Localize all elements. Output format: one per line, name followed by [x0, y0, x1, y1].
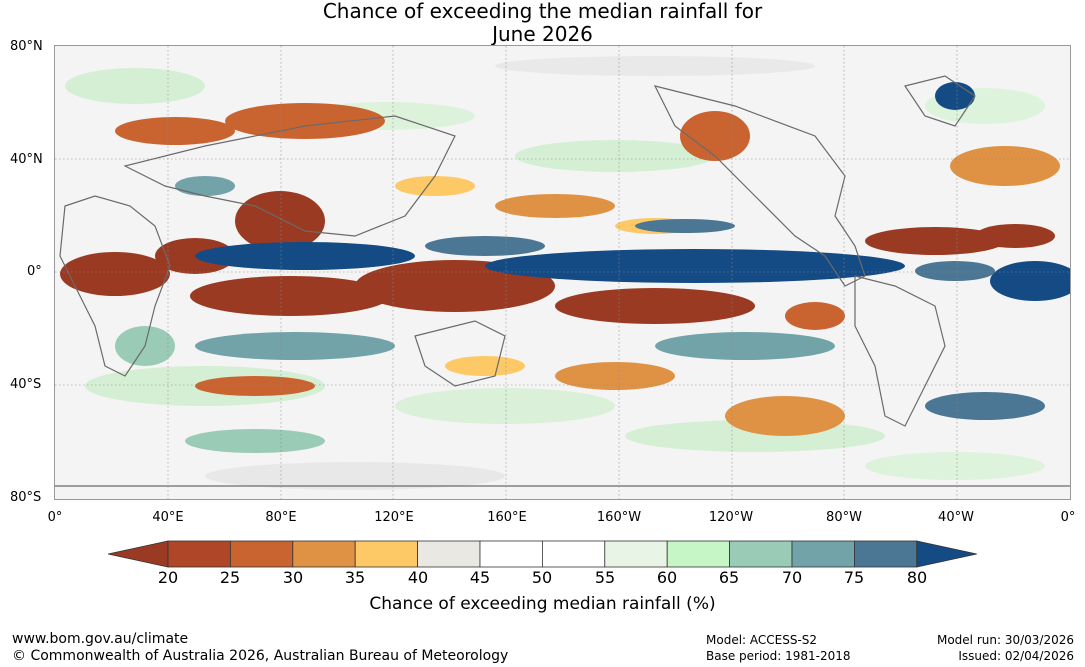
colorbar-swatch — [854, 540, 918, 568]
colorbar-tick: 40 — [407, 568, 429, 587]
colorbar-swatch — [230, 540, 294, 568]
colorbar-tick: 70 — [781, 568, 803, 587]
colorbar-tick: 25 — [219, 568, 241, 587]
footer-issued: Issued: 02/04/2026 — [958, 649, 1074, 663]
title-line-1: Chance of exceeding the median rainfall … — [322, 0, 763, 23]
colorbar-tick: 65 — [718, 568, 740, 587]
lon-label-120e: 120°E — [374, 510, 414, 525]
lon-label-80w: 80°W — [826, 510, 862, 525]
map-field — [55, 46, 1070, 499]
colorbar-swatch — [292, 540, 356, 568]
lon-label-40e: 40°E — [152, 510, 184, 525]
footer-model-info: Model: ACCESS-S2 Base period: 1981-2018 — [706, 632, 851, 664]
lon-label-0-left: 0° — [47, 510, 63, 525]
lat-label-40s: 40°S — [10, 377, 42, 392]
colorbar-swatch — [666, 540, 731, 568]
lon-label-40w: 40°W — [938, 510, 974, 525]
rainfall-probability-map — [54, 45, 1071, 500]
title-line-2: June 2026 — [492, 22, 593, 46]
colorbar-swatch — [417, 540, 481, 568]
colorbar-swatch — [729, 540, 793, 568]
lat-label-40n: 40°N — [10, 152, 43, 167]
lat-label-80s: 80°S — [10, 490, 42, 505]
footer-url: www.bom.gov.au/climate — [12, 631, 189, 647]
footer-model: Model: ACCESS-S2 — [706, 633, 818, 647]
wet-anomalies — [115, 82, 1070, 453]
lat-label-0: 0° — [27, 264, 42, 279]
colorbar-tick: 20 — [157, 568, 179, 587]
colorbar-tick: 60 — [656, 568, 678, 587]
colorbar-extend-low — [108, 540, 169, 568]
footer-copyright: © Commonwealth of Australia 2026, Austra… — [12, 648, 509, 664]
lon-label-160w: 160°W — [596, 510, 642, 525]
lat-label-80n: 80°N — [10, 39, 43, 54]
colorbar-swatch — [541, 540, 606, 568]
dry-anomalies — [60, 103, 1060, 436]
lon-label-120w: 120°W — [708, 510, 754, 525]
colorbar-swatch — [354, 540, 418, 568]
colorbar-swatch — [604, 540, 668, 568]
graticule — [55, 46, 1070, 499]
colorbar — [108, 540, 977, 568]
colorbar-extend-high — [916, 540, 977, 568]
map-title: Chance of exceeding the median rainfall … — [0, 0, 1085, 46]
colorbar-tick: 30 — [282, 568, 304, 587]
colorbar-tick: 50 — [531, 568, 553, 587]
lon-label-0-right: 0° — [1060, 510, 1076, 525]
colorbar-tick: 80 — [906, 568, 928, 587]
footer-attribution: www.bom.gov.au/climate © Commonwealth of… — [12, 631, 508, 665]
coastlines — [55, 75, 1070, 487]
lon-label-80e: 80°E — [265, 510, 297, 525]
colorbar-title: Chance of exceeding median rainfall (%) — [369, 594, 716, 614]
colorbar-swatch — [167, 540, 231, 568]
colorbar-swatch — [479, 540, 543, 568]
footer-dates: Model run: 30/03/2026 Issued: 02/04/2026 — [937, 632, 1074, 664]
footer-base-period: Base period: 1981-2018 — [706, 649, 851, 663]
colorbar-tick: 35 — [344, 568, 366, 587]
footer-model-run: Model run: 30/03/2026 — [936, 633, 1074, 647]
colorbar-tick: 45 — [469, 568, 491, 587]
lon-label-160e: 160°E — [487, 510, 527, 525]
colorbar-swatch — [791, 540, 855, 568]
colorbar-tick: 75 — [843, 568, 865, 587]
colorbar-tick: 55 — [594, 568, 616, 587]
